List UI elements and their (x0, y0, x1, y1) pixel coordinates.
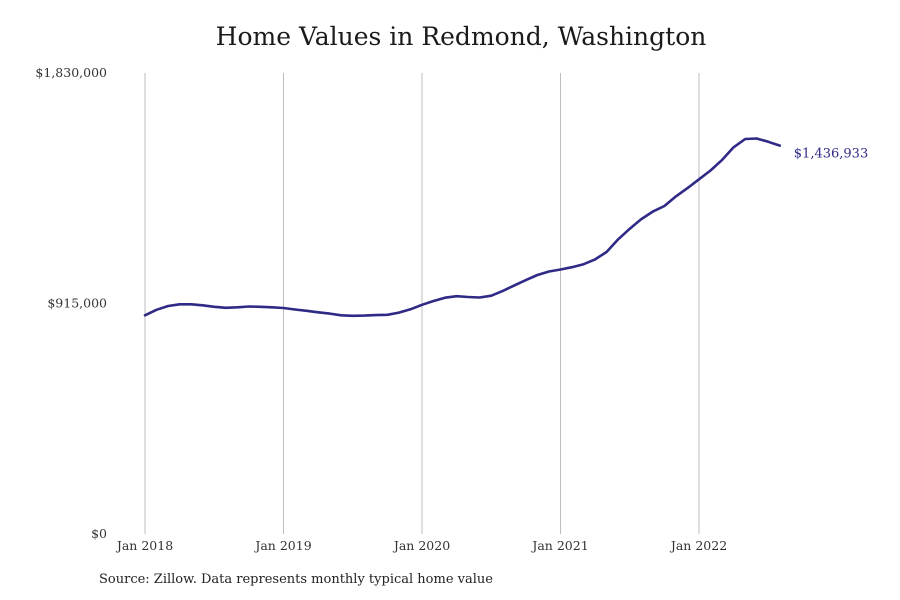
x-axis-tick-labels: Jan 2018 Jan 2019 Jan 2020 Jan 2021 Jan 2022 (115, 538, 727, 553)
source-note: Source: Zillow. Data represents monthly … (99, 572, 493, 587)
series-line (143, 137, 782, 318)
x-tick-label: Jan 2018 (115, 538, 173, 553)
x-tick-label: Jan 2021 (530, 538, 588, 553)
y-tick-label: $915,000 (47, 296, 107, 311)
x-tick-label: Jan 2019 (253, 538, 311, 553)
x-tick-label: Jan 2020 (392, 538, 450, 553)
x-tick-label: Jan 2022 (669, 538, 727, 553)
y-tick-label: $1,830,000 (35, 65, 107, 80)
chart-title: Home Values in Redmond, Washington (215, 22, 707, 51)
end-value-label: $1,436,933 (794, 147, 868, 162)
y-tick-label: $0 (91, 526, 107, 541)
y-axis-tick-labels: $0 $915,000 $1,830,000 (35, 65, 107, 541)
